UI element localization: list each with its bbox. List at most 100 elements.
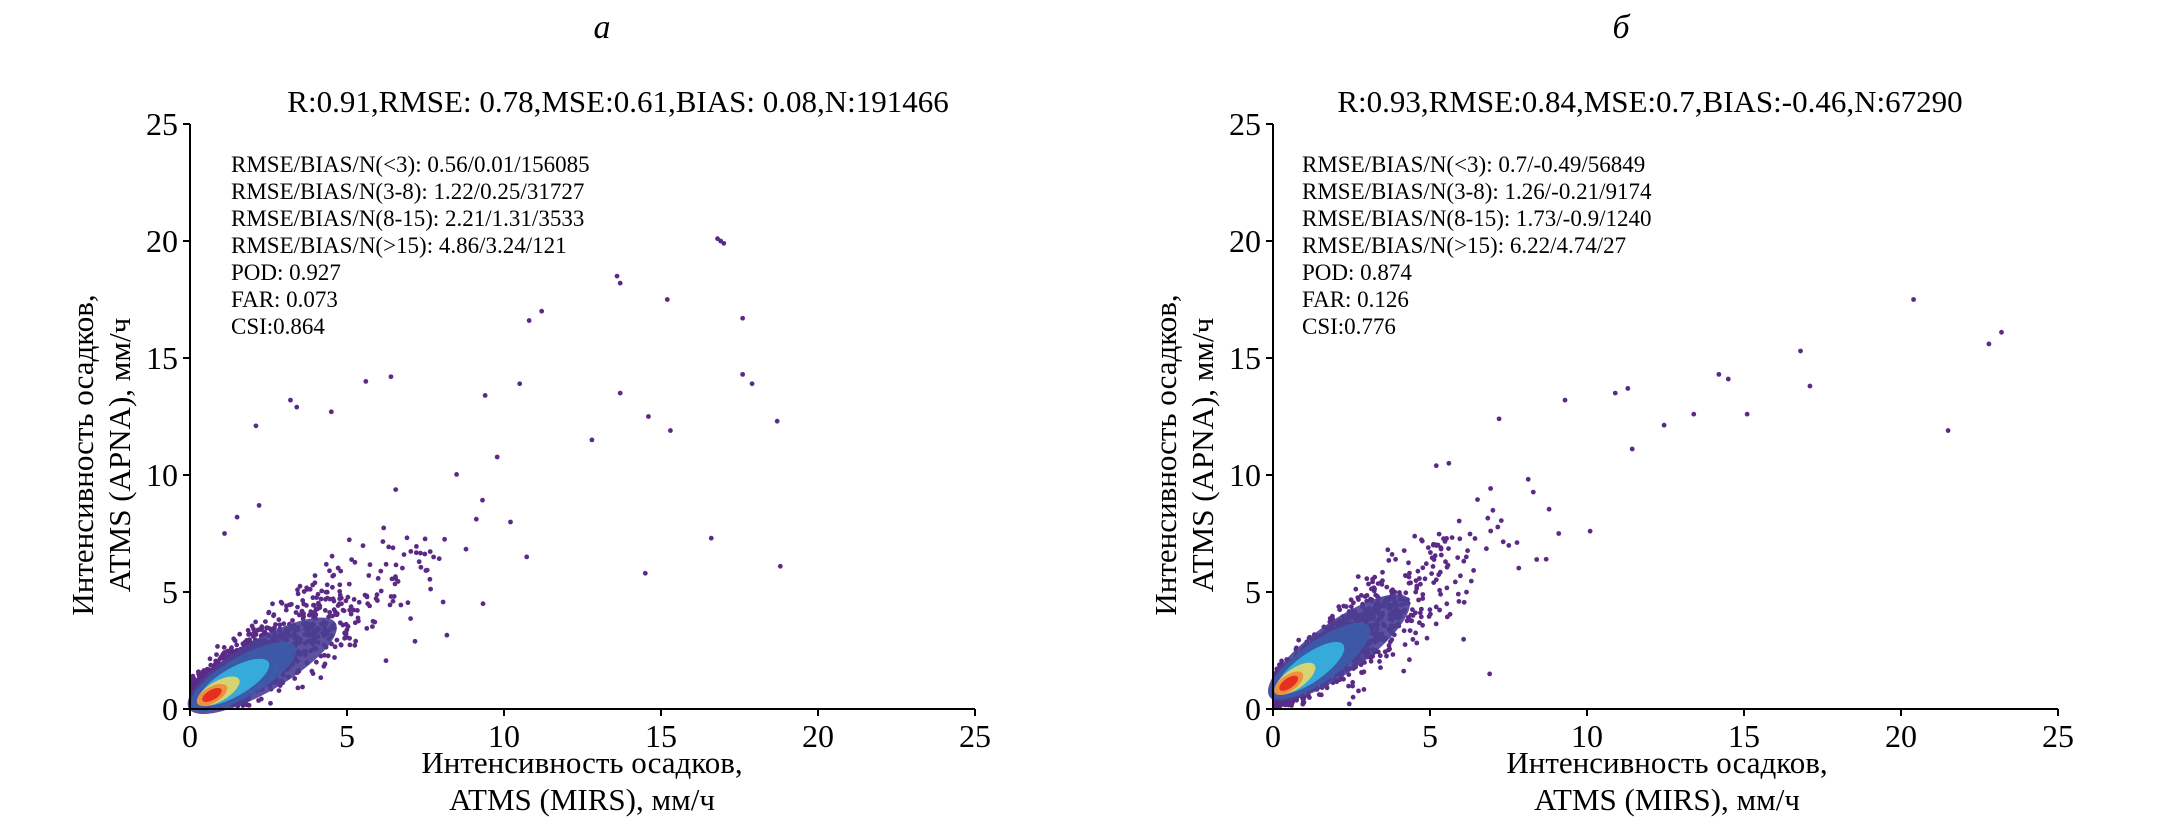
scatter-point [1408,612,1414,618]
scatter-point [318,675,324,681]
chart-title: R:0.91,RMSE: 0.78,MSE:0.61,BIAS: 0.08,N:… [287,84,948,119]
scatter-point [311,603,317,608]
scatter-point [196,673,202,679]
scatter-point [295,604,300,610]
scatter-point [213,658,219,664]
scatter-point [318,596,324,602]
scatter-point [1393,556,1398,562]
scatter-point [315,591,321,597]
scatter-point [367,562,373,568]
stat-line: FAR: 0.126 [1302,287,1409,312]
scatter-point [1371,588,1377,594]
x-tick-label: 20 [802,718,834,754]
scatter-point [1336,604,1342,610]
scatter-point [1413,630,1418,636]
scatter-point [335,565,341,571]
scatter-point [1417,620,1422,626]
scatter-point [1456,599,1462,604]
scatter-point [370,624,375,629]
scatter-point [1488,486,1493,491]
scatter-point [195,678,201,683]
scatter-point [749,381,755,387]
scatter-point [1413,578,1419,583]
scatter-point [428,586,433,592]
scatter-point [1418,614,1424,620]
scatter-point [381,525,387,531]
scatter-point [473,516,479,522]
scatter-point [1386,643,1392,648]
scatter-point [1350,680,1356,685]
scatter-point [1433,621,1439,627]
scatter-point [255,627,261,633]
scatter-point [404,535,410,541]
scatter-point [389,576,395,582]
scatter-point [300,616,306,621]
scatter-point [1463,554,1469,560]
scatter-point [1495,524,1501,530]
scatter-point [1433,604,1439,610]
scatter-point [1438,546,1444,552]
x-tick-label: 10 [488,718,520,754]
scatter-point [339,601,344,607]
scatter-point [363,379,369,384]
scatter-point [331,607,337,613]
scatter-point [508,519,513,525]
scatter-point [1389,552,1395,557]
scatter-point [393,574,398,580]
scatter-point [1372,574,1378,580]
scatter-point [1420,596,1426,601]
scatter-point [1409,618,1415,624]
scatter-point [360,543,366,549]
scatter-point [351,597,357,602]
scatter-point [1410,607,1415,612]
scatter-point [1276,701,1281,707]
scatter-point [332,644,338,650]
scatter-point [1465,548,1470,554]
scatter-point [317,605,323,611]
scatter-point [668,428,673,433]
scatter-point [322,608,328,613]
scatter-point [306,612,312,618]
scatter-point [740,371,746,377]
scatter-point [1296,637,1302,643]
scatter-point [1425,545,1431,550]
x-tick-label: 15 [645,718,677,754]
scatter-point [774,418,780,424]
scatter-point [423,568,429,573]
scatter-point [1407,570,1412,576]
scatter-point [294,404,300,410]
scatter-point [1388,639,1393,645]
scatter-point [1390,587,1395,593]
scatter-point [1455,555,1461,560]
y-tick-label: 20 [146,223,178,259]
scatter-point [312,580,318,586]
scatter-point [1437,607,1442,613]
scatter-point [346,537,352,543]
y-tick-label: 25 [1229,106,1261,142]
scatter-point [323,561,329,567]
scatter-point [207,656,213,662]
scatter-point [1356,597,1361,602]
scatter-point [222,650,227,655]
scatter-point [1346,683,1351,689]
scatter-point [383,561,389,567]
scatter-point [310,595,316,601]
scatter-point [463,546,469,552]
scatter-point [482,393,488,398]
scatter-point [295,587,300,593]
scatter-point [1406,580,1412,586]
y-tick-label: 25 [146,106,178,142]
panel-a: а R:0.91,RMSE: 0.78,MSE:0.61,BIAS: 0.08,… [65,9,991,817]
scatter-point [718,238,724,244]
scatter-point [454,472,459,477]
scatter-point [214,652,219,657]
scatter-point [1419,606,1424,612]
scatter-point [327,610,333,615]
scatter-point [664,297,670,302]
scatter-point [1279,658,1284,664]
scatter-point [347,642,353,648]
stat-line: RMSE/BIAS/N(8-15): 2.21/1.31/3533 [231,206,584,231]
scatter-point [387,602,393,608]
stat-line: RMSE/BIAS/N(3-8): 1.26/-0.21/9174 [1302,179,1652,204]
scatter-point [1444,585,1450,591]
